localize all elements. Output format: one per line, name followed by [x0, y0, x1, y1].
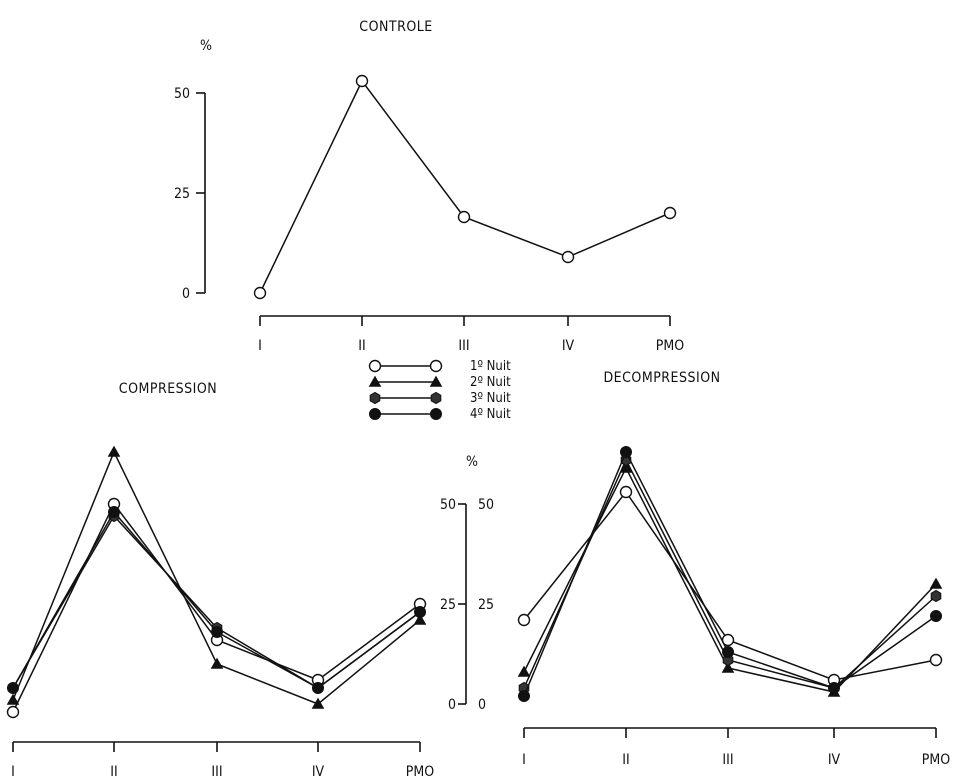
compression-point: [108, 506, 120, 518]
compression-x-tick-label: II: [110, 764, 117, 778]
controle-point: [355, 74, 369, 88]
decompression-x-tick-label: IV: [828, 752, 841, 768]
compression-panel: COMPRESSION I II III IV PMO: [6, 381, 434, 778]
decompression-point: [930, 589, 942, 603]
controle-y-tick-label: 25: [174, 186, 190, 202]
compression-point: [211, 626, 223, 638]
controle-point: [457, 210, 471, 224]
decompression-point: [619, 461, 633, 473]
decompression-point: [722, 646, 734, 658]
controle-point: [253, 286, 267, 300]
compression-x-tick-label: I: [11, 764, 15, 778]
decompression-point: [721, 661, 735, 673]
controle-title: CONTROLE: [359, 19, 432, 35]
compression-series-4: [7, 506, 426, 694]
legend-label: 1º Nuit: [470, 359, 511, 374]
legend-label: 3º Nuit: [470, 391, 511, 406]
compression-point: [6, 705, 20, 719]
legend-entry: 2º Nuit: [368, 375, 511, 390]
decompression-point: [517, 613, 531, 627]
controle-x-tick-label: III: [458, 338, 469, 354]
legend-marker: [430, 391, 442, 405]
legend-marker: [429, 375, 443, 387]
legend-entry: 4º Nuit: [369, 407, 511, 422]
controle-series-line: [259, 79, 671, 294]
compression-point: [312, 682, 324, 694]
decompression-y-tick-label: 0: [478, 697, 486, 713]
controle-y-tick-label: 50: [174, 86, 190, 102]
decompression-title: DECOMPRESSION: [603, 370, 720, 386]
controle-point: [663, 206, 677, 220]
decompression-point: [828, 682, 840, 694]
shared-y-axis: % 0 25 50 0 25 50: [440, 454, 494, 713]
compression-x-tick-label: IV: [312, 764, 325, 778]
decompression-series-4: [518, 446, 942, 702]
decompression-point: [518, 690, 530, 702]
decompression-x-tick-label: I: [522, 752, 526, 768]
compression-point: [311, 697, 325, 709]
decompression-point: [619, 485, 633, 499]
legend-entry: 1º Nuit: [368, 359, 511, 374]
legend-entry: 3º Nuit: [369, 391, 511, 406]
shared-y-unit: %: [466, 454, 478, 470]
controle-x-tick-label: IV: [562, 338, 575, 354]
compression-point: [210, 657, 224, 669]
compression-title: COMPRESSION: [119, 381, 217, 397]
legend-marker: [429, 359, 443, 373]
decompression-x-tick-label: PMO: [922, 752, 950, 768]
legend-marker: [430, 408, 442, 420]
compression-series-line: [12, 502, 421, 713]
compression-point: [7, 682, 19, 694]
decompression-point: [929, 577, 943, 589]
legend-label: 4º Nuit: [470, 407, 511, 422]
decompression-point: [517, 665, 531, 677]
compression-point: [107, 445, 121, 457]
legend-marker: [368, 359, 382, 373]
compression-point: [6, 693, 20, 705]
decompression-point: [929, 653, 943, 667]
controle-point: [561, 250, 575, 264]
controle-x-tick-label: PMO: [656, 338, 684, 354]
compression-point: [414, 606, 426, 618]
compression-x-tick-label: PMO: [406, 764, 434, 778]
legend-marker: [369, 408, 381, 420]
compression-y-tick-label: 50: [440, 497, 456, 513]
controle-y-tick-label: 0: [182, 286, 190, 302]
compression-y-tick-label: 25: [440, 597, 456, 613]
legend-label: 2º Nuit: [470, 375, 511, 390]
controle-series-1: [253, 74, 677, 300]
decompression-x-tick-label: III: [722, 752, 733, 768]
compression-series-2: [6, 445, 427, 709]
legend-marker: [368, 375, 382, 387]
controle-y-unit: %: [200, 38, 212, 54]
compression-series-1: [6, 497, 427, 719]
decompression-y-tick-label: 25: [478, 597, 494, 613]
decompression-y-tick-label: 50: [478, 497, 494, 513]
decompression-point: [930, 610, 942, 622]
controle-x-tick-label: II: [358, 338, 365, 354]
decompression-panel: DECOMPRESSION I II III IV PMO: [517, 370, 950, 768]
controle-x-tick-label: I: [258, 338, 262, 354]
legend-marker: [369, 391, 381, 405]
compression-x-tick-label: III: [211, 764, 222, 778]
compression-y-tick-label: 0: [448, 697, 456, 713]
decompression-x-tick-label: II: [622, 752, 629, 768]
compression-point: [413, 613, 427, 625]
decompression-point: [620, 446, 632, 458]
